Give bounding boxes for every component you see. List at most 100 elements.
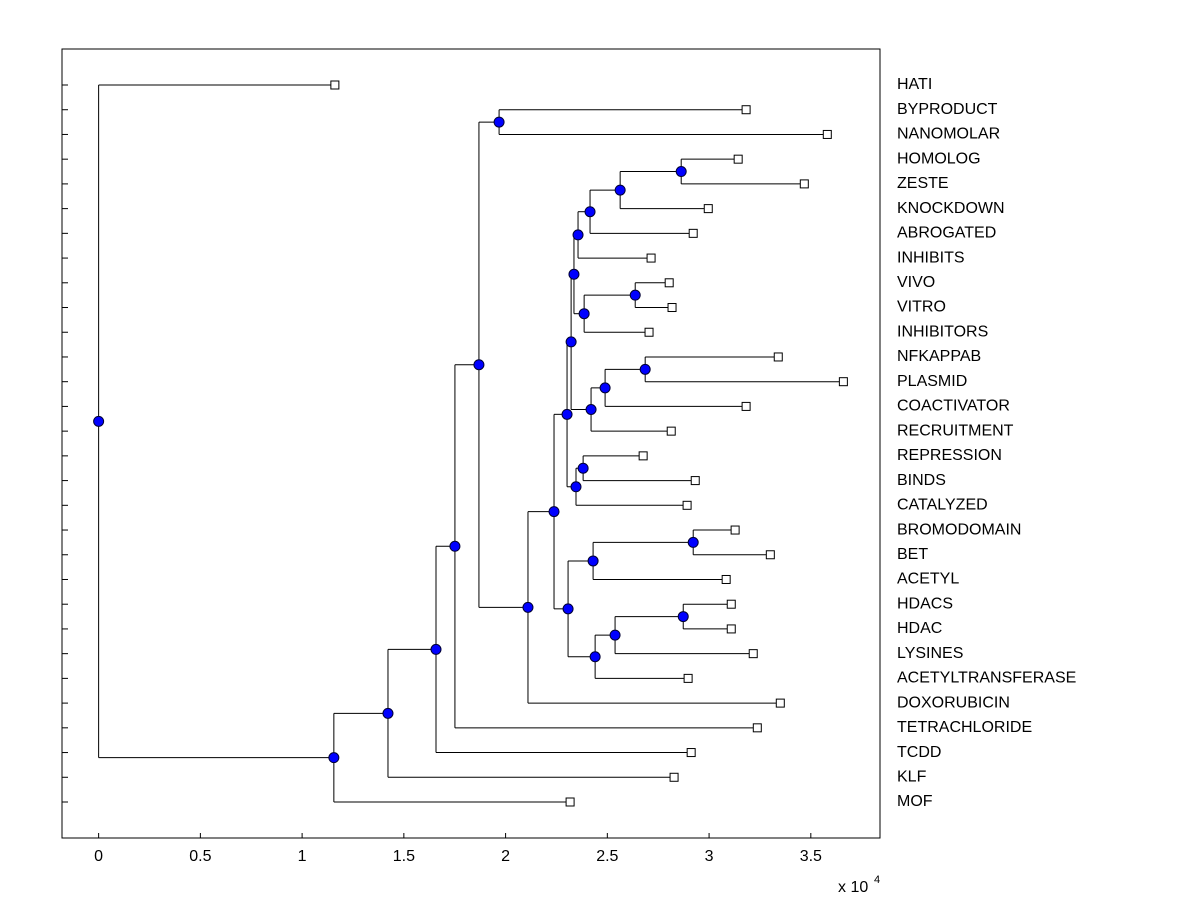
node-marker	[562, 603, 574, 615]
node-marker	[522, 601, 534, 613]
leaf-marker	[667, 303, 677, 313]
node-marker	[565, 336, 577, 348]
x-tick-label: 1	[298, 848, 307, 865]
leaf-marker	[799, 179, 809, 189]
node-marker	[430, 643, 442, 655]
leaf-marker	[838, 377, 848, 387]
axes-box	[61, 48, 881, 839]
leaf-label: REPRESSION	[897, 447, 1002, 464]
x-tick-label: 2	[501, 848, 510, 865]
leaf-marker	[752, 723, 762, 733]
leaf-label: COACTIVATOR	[897, 398, 1010, 415]
leaf-label: LYSINES	[897, 645, 963, 662]
leaf-marker	[721, 574, 731, 584]
leaf-label: RECRUITMENT	[897, 422, 1014, 439]
leaf-marker	[330, 80, 340, 90]
leaf-label: INHIBITORS	[897, 323, 988, 340]
node-marker	[382, 707, 394, 719]
leaf-marker	[726, 599, 736, 609]
leaf-marker	[666, 426, 676, 436]
node-marker	[93, 415, 105, 427]
x-scale-label: x 10	[838, 879, 868, 896]
leaf-marker	[748, 649, 758, 659]
leaf-marker	[664, 278, 674, 288]
x-tick-label: 3.5	[800, 848, 822, 865]
node-marker	[584, 206, 596, 218]
x-scale-exponent: 4	[874, 874, 880, 886]
leaf-marker	[773, 352, 783, 362]
x-tick-label: 3	[705, 848, 714, 865]
node-marker	[587, 555, 599, 567]
node-marker	[570, 481, 582, 493]
leaf-marker	[775, 698, 785, 708]
leaf-marker	[730, 525, 740, 535]
leaf-marker	[690, 476, 700, 486]
leaf-label: ABROGATED	[897, 225, 996, 242]
node-marker	[548, 506, 560, 518]
leaf-label: DOXORUBICIN	[897, 694, 1010, 711]
leaf-label: HDACS	[897, 595, 953, 612]
leaf-marker	[765, 550, 775, 560]
leaf-marker	[686, 748, 696, 758]
node-marker	[599, 382, 611, 394]
node-marker	[609, 629, 621, 641]
node-marker	[328, 752, 340, 764]
markers	[93, 80, 848, 807]
node-marker	[473, 359, 485, 371]
leaf-marker	[646, 253, 656, 263]
node-marker	[629, 289, 641, 301]
node-marker	[561, 408, 573, 420]
x-tick-label: 1.5	[393, 848, 415, 865]
leaf-label: PLASMID	[897, 373, 967, 390]
leaf-marker	[822, 129, 832, 139]
leaf-label: BROMODOMAIN	[897, 521, 1021, 538]
leaf-marker	[638, 451, 648, 461]
node-marker	[449, 540, 461, 552]
leaf-label: NANOMOLAR	[897, 126, 1000, 143]
node-marker	[493, 116, 505, 128]
leaf-label: ZESTE	[897, 175, 949, 192]
leaf-marker	[644, 327, 654, 337]
leaf-label: HDAC	[897, 620, 942, 637]
leaf-label: HOMOLOG	[897, 150, 981, 167]
leaf-marker	[741, 105, 751, 115]
leaf-label: INHIBITS	[897, 249, 965, 266]
node-marker	[577, 462, 589, 474]
leaf-label: TCDD	[897, 744, 941, 761]
node-marker	[677, 611, 689, 623]
leaf-marker	[565, 797, 575, 807]
leaf-marker	[733, 154, 743, 164]
leaf-marker	[741, 401, 751, 411]
node-marker	[589, 651, 601, 663]
leaf-label: KNOCKDOWN	[897, 200, 1005, 217]
node-marker	[614, 184, 626, 196]
leaf-label: HATI	[897, 76, 932, 93]
node-marker	[687, 536, 699, 548]
leaf-marker	[683, 673, 693, 683]
leaf-label: VITRO	[897, 299, 946, 316]
node-marker	[675, 166, 687, 178]
node-marker	[578, 308, 590, 320]
leaf-label: BET	[897, 546, 928, 563]
leaf-label: NFKAPPAB	[897, 348, 981, 365]
x-tick-label: 0.5	[189, 848, 211, 865]
leaf-marker	[669, 772, 679, 782]
node-marker	[639, 363, 651, 375]
leaf-label: BYPRODUCT	[897, 101, 998, 118]
leaf-marker	[703, 204, 713, 214]
node-marker	[568, 268, 580, 280]
node-marker	[585, 404, 597, 416]
leaf-label: ACETYL	[897, 571, 959, 588]
x-tick-label: 0	[94, 848, 103, 865]
leaf-label: VIVO	[897, 274, 935, 291]
leaf-marker	[726, 624, 736, 634]
leaf-marker	[682, 500, 692, 510]
x-tick-label: 2.5	[596, 848, 618, 865]
leaf-marker	[688, 228, 698, 238]
leaf-label: KLF	[897, 768, 927, 785]
leaf-label: MOF	[897, 793, 933, 810]
node-marker	[572, 229, 584, 241]
leaf-label: CATALYZED	[897, 497, 988, 514]
leaf-label: BINDS	[897, 472, 946, 489]
